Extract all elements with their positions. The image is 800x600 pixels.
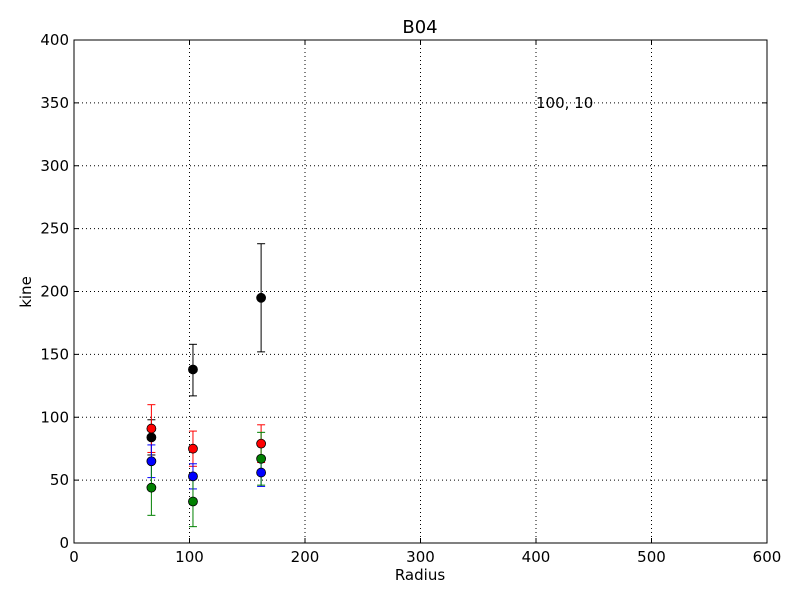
y-tick-label: 300 xyxy=(40,157,69,175)
x-tick-label: 200 xyxy=(291,548,320,566)
data-point xyxy=(146,432,157,443)
y-tick-label: 350 xyxy=(40,94,69,112)
tick-labels: 0 100 200 300 400 500 600 0 50 100 150 200 250 300 350… xyxy=(40,31,781,566)
y-tick-label: 150 xyxy=(40,345,69,363)
chart-title: B04 xyxy=(402,17,437,38)
data-point xyxy=(256,467,267,478)
y-tick-label: 50 xyxy=(50,471,69,489)
y-tick-label: 200 xyxy=(40,283,69,301)
y-tick-label: 0 xyxy=(59,534,69,552)
x-tick-label: 300 xyxy=(406,548,435,566)
x-tick-label: 0 xyxy=(69,548,79,566)
data-point xyxy=(256,453,267,464)
x-tick-label: 100 xyxy=(175,548,204,566)
x-tick-label: 500 xyxy=(637,548,666,566)
axis-ticks xyxy=(73,39,768,544)
x-tick-label: 400 xyxy=(522,548,551,566)
data-point xyxy=(146,423,157,434)
data-point xyxy=(256,292,267,303)
x-tick-label: 600 xyxy=(753,548,782,566)
data-points xyxy=(146,292,267,507)
data-point xyxy=(146,482,157,493)
data-point xyxy=(188,364,198,375)
y-tick-label: 100 xyxy=(40,408,69,426)
data-point xyxy=(188,471,198,482)
y-tick-label: 250 xyxy=(40,220,69,238)
x-axis-label: Radius xyxy=(395,566,445,584)
data-point xyxy=(188,443,198,454)
annotation-text: 100, 10 xyxy=(536,94,593,112)
data-point xyxy=(256,438,267,449)
y-axis-label: kine xyxy=(17,276,35,308)
y-tick-label: 400 xyxy=(40,31,69,49)
data-point xyxy=(188,496,198,507)
data-point xyxy=(146,456,157,467)
